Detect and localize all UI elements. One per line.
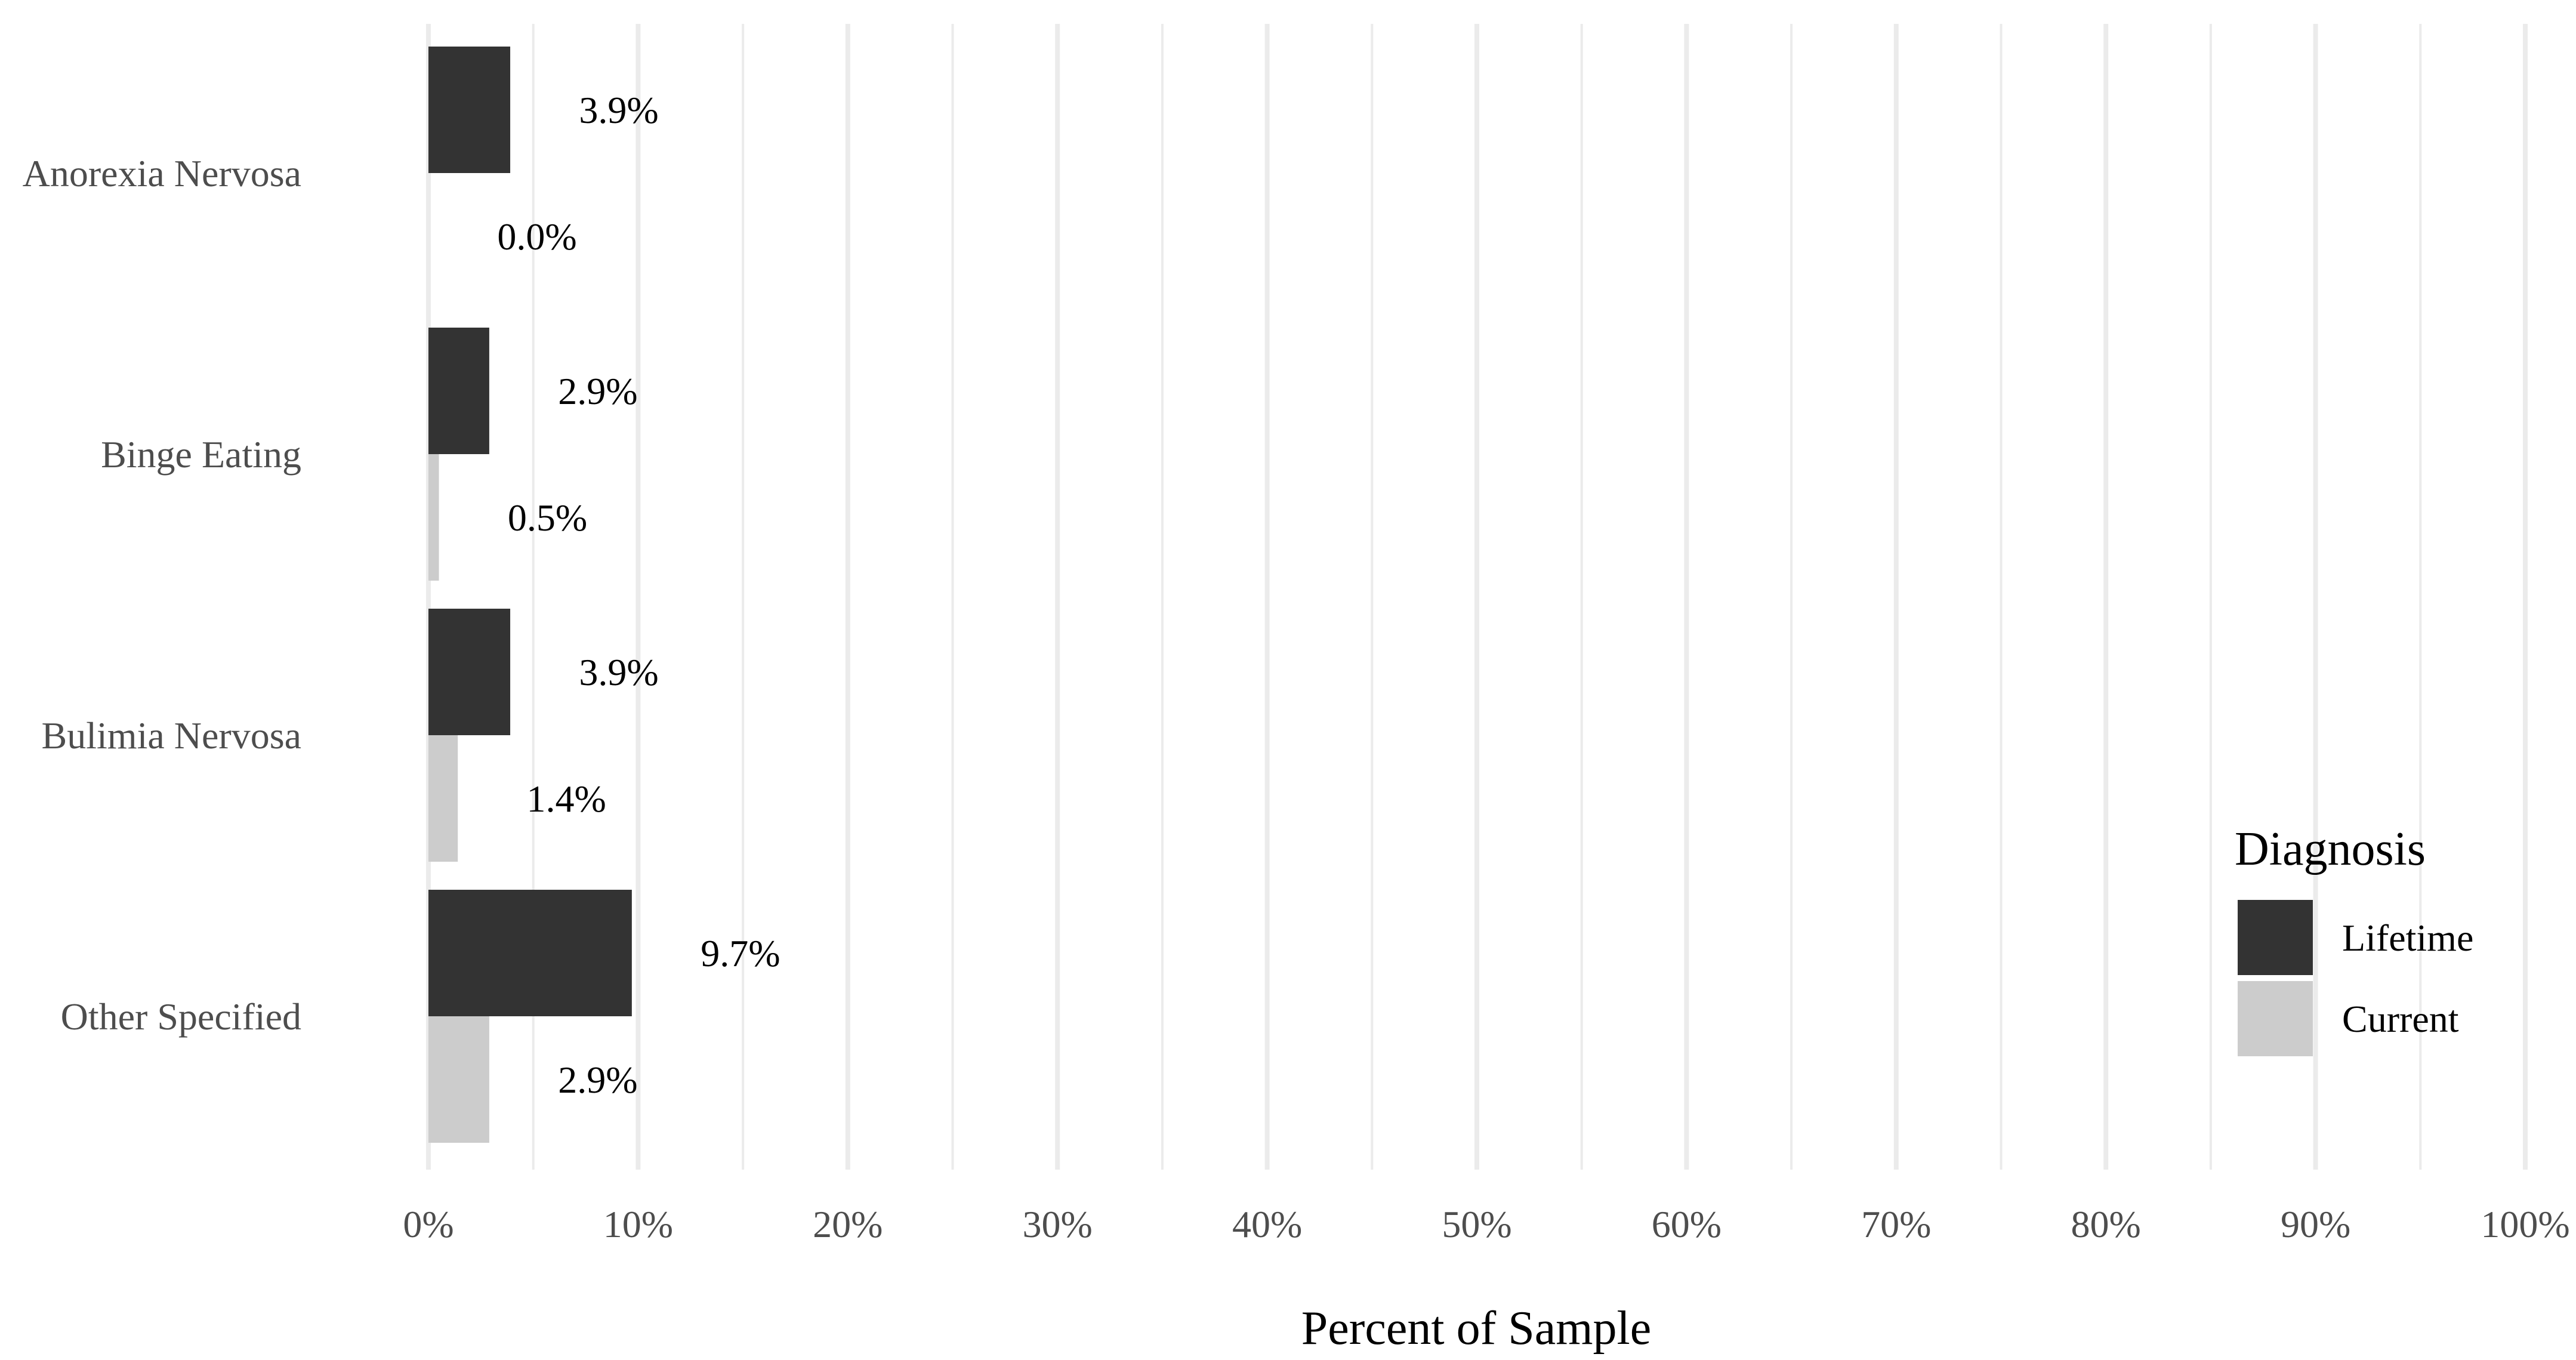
category-label: Bulimia Nervosa [42,714,301,757]
bar-current [428,454,439,581]
x-tick-label: 90% [2281,1203,2350,1245]
x-tick-label: 100% [2481,1203,2569,1245]
category-labels: Anorexia Nervosa Binge Eating Bulimia Nerv… [23,152,301,1038]
legend-label-current: Current [2342,998,2459,1040]
legend: Diagnosis Lifetime Current [2235,823,2473,1056]
bar-value-labels: 3.9% 0.0% 2.9% 0.5% 3.9% 1.4% 9.7% 2.9% [497,89,780,1101]
bar-value-label: 2.9% [558,370,637,412]
x-tick-label: 10% [603,1203,673,1245]
x-tick-label: 40% [1232,1203,1302,1245]
x-tick-label: 50% [1442,1203,1511,1245]
x-tick-labels: 0% 10% 20% 30% 40% 50% 60% 70% 80% 90% 100% [403,1203,2569,1245]
bar-value-label: 3.9% [579,89,658,131]
bar-lifetime [428,47,511,173]
bar-current [428,1016,489,1143]
bar-lifetime [428,609,511,735]
x-tick-label: 70% [1861,1203,1931,1245]
bar-value-label: 2.9% [558,1059,637,1101]
legend-swatch-lifetime [2238,900,2313,975]
legend-swatch-current [2238,981,2313,1056]
x-tick-label: 80% [2071,1203,2141,1245]
bar-current [428,735,458,862]
category-label: Binge Eating [101,433,301,476]
legend-label-lifetime: Lifetime [2342,917,2473,959]
x-tick-label: 20% [813,1203,883,1245]
bar-lifetime [428,890,632,1016]
bars [428,47,632,1143]
bar-value-label: 1.4% [527,778,606,820]
legend-title: Diagnosis [2235,823,2426,875]
x-tick-label: 60% [1652,1203,1722,1245]
bar-value-label: 9.7% [701,932,780,974]
bar-lifetime [428,328,489,454]
category-label: Other Specified [61,995,301,1038]
x-axis-title: Percent of Sample [1301,1302,1651,1355]
bar-value-label: 3.9% [579,651,658,693]
x-tick-label: 30% [1023,1203,1093,1245]
gridlines [426,24,2528,1170]
category-label: Anorexia Nervosa [23,152,301,195]
bar-value-label: 0.5% [508,496,587,539]
bar-value-label: 0.0% [497,215,576,258]
x-tick-label: 0% [403,1203,454,1245]
